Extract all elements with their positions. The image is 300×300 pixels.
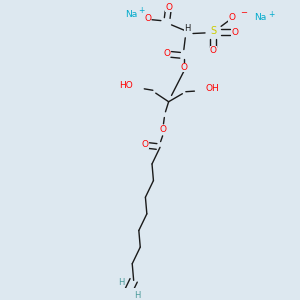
Text: −: − bbox=[240, 8, 247, 17]
Text: O: O bbox=[144, 14, 151, 23]
Text: HO: HO bbox=[119, 81, 133, 90]
Text: O: O bbox=[142, 140, 148, 149]
Text: +: + bbox=[138, 6, 145, 15]
Text: H: H bbox=[184, 24, 190, 33]
Text: O: O bbox=[228, 13, 235, 22]
Text: O: O bbox=[231, 28, 238, 38]
Text: OH: OH bbox=[206, 84, 220, 93]
Text: Na: Na bbox=[125, 10, 137, 19]
Text: O: O bbox=[159, 125, 167, 134]
Text: O: O bbox=[210, 46, 217, 55]
Text: H: H bbox=[134, 291, 141, 300]
Text: Na: Na bbox=[254, 13, 266, 22]
Text: S: S bbox=[210, 26, 216, 37]
Text: O: O bbox=[180, 63, 187, 72]
Text: O: O bbox=[164, 49, 170, 58]
Text: +: + bbox=[269, 10, 275, 19]
Text: O: O bbox=[165, 3, 172, 12]
Text: H: H bbox=[118, 278, 125, 287]
